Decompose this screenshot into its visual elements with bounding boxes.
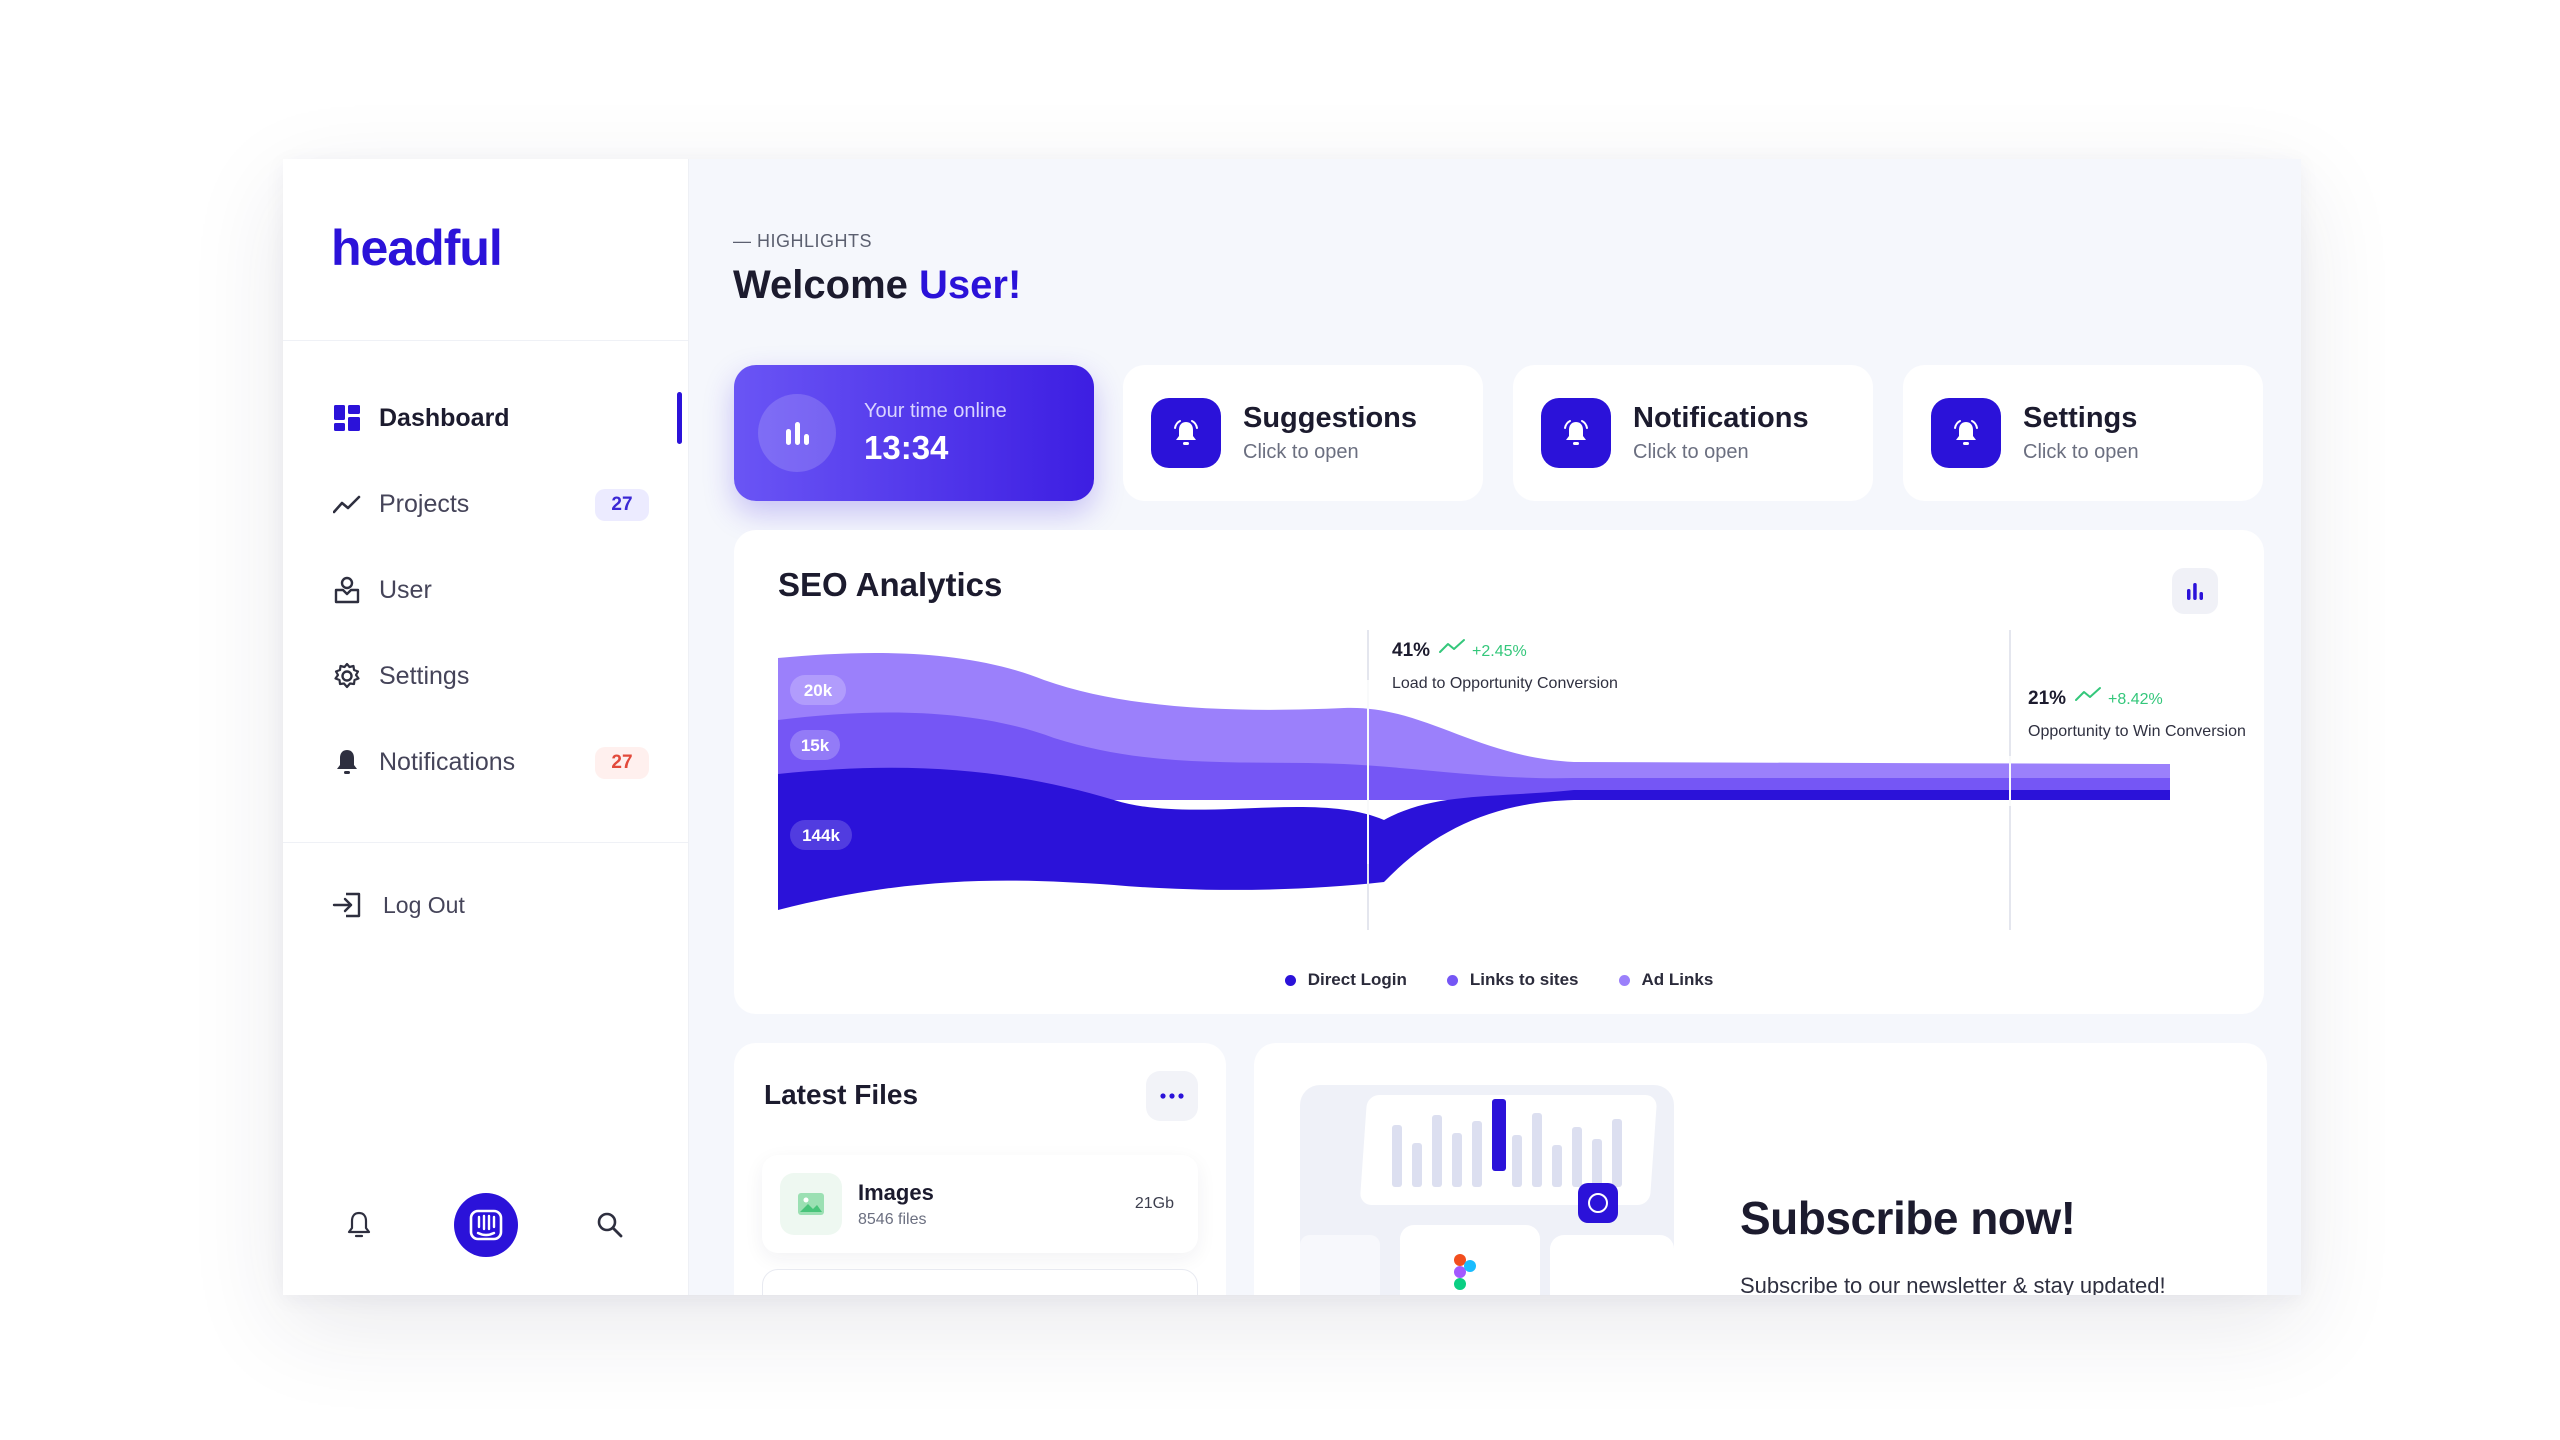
- files-title: Latest Files: [764, 1079, 919, 1110]
- legend-dot: [1618, 974, 1630, 986]
- bell-icon: [1931, 398, 2001, 468]
- stage-pill: [790, 675, 846, 705]
- welcome-name: User!: [919, 263, 1022, 307]
- legend-item[interactable]: Direct Login: [1284, 970, 1407, 990]
- seo-title: SEO Analytics: [778, 566, 1003, 603]
- more-dots-icon: [1160, 1093, 1184, 1099]
- bar-chart-icon: [2187, 583, 2203, 600]
- intercom-logo-icon[interactable]: [454, 1193, 518, 1257]
- welcome-prefix: Welcome: [733, 263, 908, 307]
- annotation-percent: 41%: [1392, 640, 1430, 661]
- annotation-change: +8.42%: [2108, 691, 2163, 708]
- funnel-layer-links-to-sites: [778, 712, 2170, 800]
- count-badge: 27: [595, 489, 649, 521]
- legend-label: Ad Links: [1641, 970, 1714, 989]
- section-eyebrow: — HIGHLIGHTS: [733, 231, 873, 251]
- stage-label: 144k: [802, 826, 840, 845]
- sidebar-item-dashboard[interactable]: Dashboard: [331, 393, 649, 443]
- stage-label: 15k: [801, 736, 830, 755]
- stage-pill: [790, 730, 840, 760]
- settings-card[interactable]: Settings Click to open: [1903, 365, 2263, 501]
- count-badge: 27: [595, 747, 649, 779]
- chart-options-button[interactable]: [2172, 568, 2218, 614]
- sidebar-item-label: Dashboard: [379, 403, 510, 432]
- subscribe-card: Subscribe now! Subscribe to our newslett…: [1254, 1043, 2267, 1295]
- time-online-label: Your time online: [864, 399, 1007, 422]
- sidebar-item-label: Settings: [379, 661, 470, 690]
- sidebar-item-label: Projects: [379, 489, 470, 518]
- sidebar-item-user[interactable]: User: [331, 565, 649, 615]
- active-indicator: [677, 392, 682, 444]
- file-item-images[interactable]: Images 8546 files 21Gb: [762, 1155, 1198, 1253]
- card-subtitle: Click to open: [1633, 441, 1749, 463]
- latest-files-card: Latest Files Images 8546 files 21Gb: [734, 1043, 1226, 1295]
- dashboard-grid-icon: [331, 402, 363, 434]
- legend-label: Direct Login: [1307, 970, 1407, 989]
- sidebar: headful Dashboard Projects 27 User: [283, 159, 689, 1295]
- search-icon[interactable]: [590, 1205, 630, 1245]
- annotation-percent: 21%: [2028, 688, 2066, 709]
- logout-label: Log Out: [383, 891, 465, 918]
- card-title: Settings: [2023, 402, 2138, 434]
- stage-label: 20k: [804, 681, 833, 700]
- time-online-card[interactable]: Your time online 13:34: [734, 365, 1094, 501]
- trend-up-icon: [1439, 639, 1465, 653]
- bell-icon: [1541, 398, 1611, 468]
- file-count: 8546 files: [858, 1210, 927, 1228]
- bar-chart-icon: [758, 394, 836, 472]
- annotation-label: Load to Opportunity Conversion: [1392, 675, 1618, 692]
- card-subtitle: Click to open: [1243, 441, 1359, 463]
- legend-label: Links to sites: [1469, 970, 1579, 989]
- more-options-button[interactable]: [1146, 1071, 1198, 1121]
- card-title: Suggestions: [1243, 402, 1418, 434]
- page-title: Welcome User!: [733, 263, 1021, 308]
- subscribe-title: Subscribe now!: [1740, 1192, 2076, 1244]
- logout-icon: [331, 889, 363, 921]
- sidebar-item-label: User: [379, 575, 432, 604]
- bell-icon: [1151, 398, 1221, 468]
- sidebar-item-label: Notifications: [379, 747, 516, 776]
- gear-icon: [331, 660, 363, 692]
- notifications-card[interactable]: Notifications Click to open: [1513, 365, 1873, 501]
- annotation-change: +2.45%: [1472, 643, 1527, 660]
- sidebar-divider: [283, 842, 688, 843]
- image-icon: [780, 1173, 842, 1235]
- subscribe-illustration: [1300, 1085, 1674, 1295]
- stage-pill: [790, 820, 852, 850]
- suggestions-card[interactable]: Suggestions Click to open: [1123, 365, 1483, 501]
- sidebar-divider: [283, 340, 688, 341]
- seo-funnel-chart: 20k 15k 144k 41% +2.45% Load to Opportun…: [778, 630, 2246, 930]
- card-title: Notifications: [1633, 402, 1809, 434]
- bell-icon[interactable]: [339, 1205, 379, 1245]
- funnel-layer-direct-login: [778, 767, 2170, 910]
- subscribe-text: Subscribe to our newsletter & stay updat…: [1740, 1273, 2166, 1295]
- app-window: headful Dashboard Projects 27 User: [283, 159, 2301, 1295]
- legend-item[interactable]: Ad Links: [1618, 970, 1714, 990]
- trend-line-icon: [331, 488, 363, 520]
- sidebar-item-settings[interactable]: Settings: [331, 651, 649, 701]
- user-box-icon: [331, 574, 363, 606]
- annotation-label: Opportunity to Win Conversion: [2028, 723, 2246, 740]
- legend-dot: [1446, 974, 1458, 986]
- card-subtitle: Click to open: [2023, 441, 2139, 463]
- bell-icon: [331, 746, 363, 778]
- trend-up-icon: [2075, 687, 2101, 701]
- legend-item[interactable]: Links to sites: [1446, 970, 1579, 990]
- time-online-value: 13:34: [864, 428, 949, 466]
- sidebar-item-notifications[interactable]: Notifications 27: [331, 737, 649, 787]
- sidebar-item-projects[interactable]: Projects 27: [331, 479, 649, 529]
- file-size: 21Gb: [1134, 1195, 1174, 1212]
- legend-dot: [1284, 974, 1296, 986]
- seo-analytics-card: SEO Analytics 20k 15k 144k: [734, 530, 2264, 1014]
- chart-legend: Direct Login Links to sites Ad Links: [734, 970, 2264, 990]
- brand-logo[interactable]: headful: [331, 220, 503, 276]
- logout-button[interactable]: Log Out: [331, 889, 465, 921]
- file-name: Images: [858, 1179, 934, 1205]
- file-item[interactable]: [762, 1269, 1198, 1295]
